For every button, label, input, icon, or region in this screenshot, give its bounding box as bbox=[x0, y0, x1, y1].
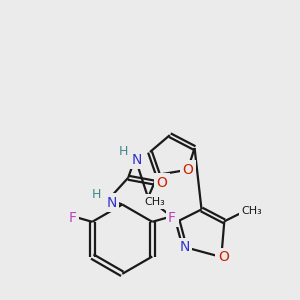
Text: N: N bbox=[179, 240, 190, 254]
Text: F: F bbox=[168, 211, 176, 225]
Text: CH₃: CH₃ bbox=[242, 206, 262, 216]
Text: N: N bbox=[132, 153, 142, 167]
Text: H: H bbox=[118, 146, 128, 158]
Text: H: H bbox=[92, 188, 101, 201]
Text: F: F bbox=[68, 211, 76, 225]
Text: O: O bbox=[157, 176, 167, 190]
Text: CH₃: CH₃ bbox=[145, 196, 165, 206]
Text: N: N bbox=[106, 196, 116, 209]
Text: O: O bbox=[182, 163, 193, 177]
Text: O: O bbox=[218, 250, 229, 264]
